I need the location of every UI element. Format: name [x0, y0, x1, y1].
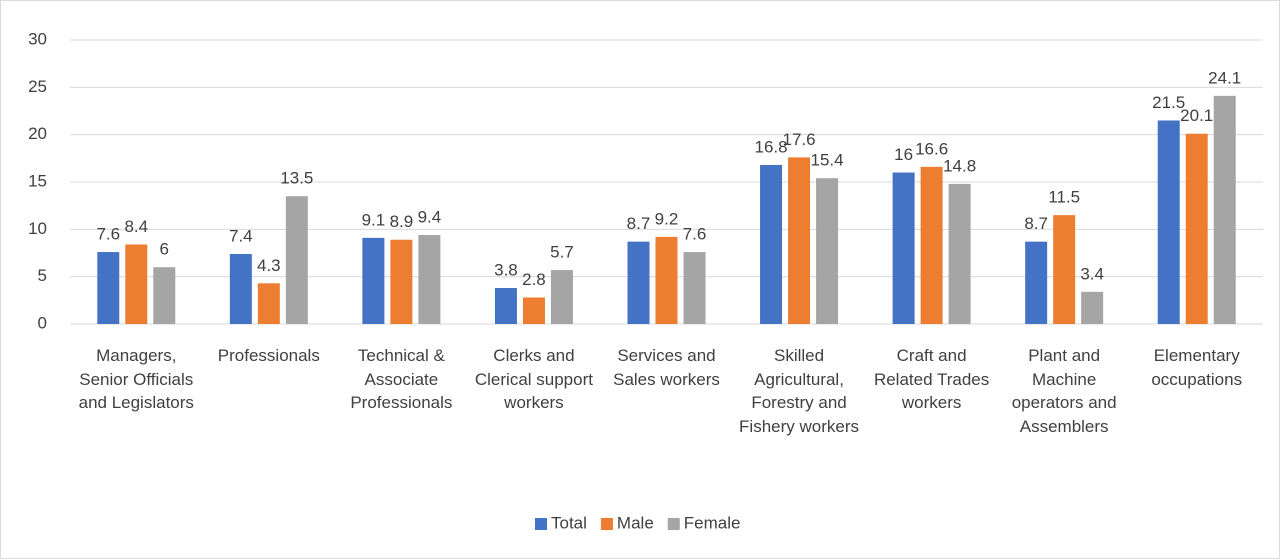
legend-label: Male	[617, 513, 654, 532]
y-tick-label: 15	[28, 171, 47, 190]
legend-label: Female	[684, 513, 741, 532]
data-label: 4.3	[257, 256, 281, 275]
data-label: 7.4	[229, 226, 253, 245]
data-label: 16.6	[915, 139, 948, 158]
bar	[1185, 133, 1208, 324]
y-tick-label: 25	[28, 77, 47, 96]
x-tick-label: Managers, Senior Officials and Legislato…	[78, 346, 194, 412]
x-tick-label: Services and Sales workers	[613, 346, 720, 389]
bar	[550, 270, 573, 324]
data-label: 14.8	[943, 156, 976, 175]
x-tick-label: Elementary occupations	[1151, 346, 1243, 389]
bar	[522, 297, 545, 324]
legend-label: Total	[551, 513, 587, 532]
y-tick-label: 0	[38, 313, 47, 332]
bar	[683, 252, 706, 324]
y-tick-label: 5	[38, 266, 47, 285]
data-label: 9.1	[362, 210, 386, 229]
bar	[760, 164, 783, 324]
bar	[788, 157, 811, 324]
data-label: 8.7	[1024, 214, 1048, 233]
data-label: 16.8	[755, 137, 788, 156]
bar	[1025, 241, 1048, 324]
x-tick-label: Technical & Associate Professionals	[350, 346, 453, 412]
legend-swatch	[600, 518, 613, 530]
data-label: 6	[160, 240, 169, 259]
data-label: 24.1	[1208, 68, 1241, 87]
bar	[627, 241, 650, 324]
data-label: 3.8	[494, 261, 518, 280]
data-label: 7.6	[96, 225, 120, 244]
bar	[362, 237, 385, 324]
bar	[97, 252, 120, 324]
legend-swatch	[535, 518, 547, 530]
data-label: 8.7	[627, 214, 651, 233]
data-label: 15.4	[811, 151, 844, 170]
data-label: 5.7	[550, 243, 574, 262]
data-label: 9.4	[418, 207, 442, 226]
data-label: 8.9	[390, 212, 414, 231]
bar	[1053, 215, 1076, 324]
data-label: 16	[894, 145, 913, 164]
bar	[494, 288, 517, 324]
bar	[285, 196, 308, 324]
bar	[390, 239, 413, 324]
x-tick-label: Skilled Agricultural, Forestry and Fishe…	[739, 346, 860, 436]
data-label: 9.2	[655, 209, 679, 228]
x-tick-label: Professionals	[217, 346, 320, 365]
bar	[1157, 120, 1180, 324]
bar	[816, 178, 839, 324]
bar	[655, 236, 678, 324]
data-label: 21.5	[1152, 93, 1185, 112]
data-label: 20.1	[1180, 106, 1213, 125]
legend-swatch	[667, 518, 680, 530]
y-tick-label: 10	[28, 219, 47, 238]
bar	[229, 253, 252, 324]
data-label: 7.6	[683, 225, 707, 244]
bar	[153, 267, 176, 324]
data-label: 8.4	[124, 217, 148, 236]
y-tick-label: 20	[28, 124, 47, 143]
bar	[418, 235, 441, 324]
data-label: 3.4	[1080, 264, 1104, 283]
x-tick-label: Craft and Related Trades workers	[873, 346, 990, 412]
bar	[892, 172, 915, 324]
bar	[920, 166, 943, 324]
y-tick-label: 30	[28, 29, 47, 48]
bar	[125, 244, 148, 324]
x-tick-label: Clerks and Clerical support workers	[474, 346, 593, 412]
x-tick-label: Plant and Machine operators and Assemble…	[1011, 346, 1117, 436]
bar	[1213, 95, 1236, 324]
data-label: 13.5	[280, 169, 313, 188]
bar	[1081, 291, 1104, 324]
bar	[948, 183, 971, 324]
bar	[257, 283, 280, 324]
data-label: 11.5	[1048, 188, 1080, 207]
data-label: 17.6	[783, 130, 816, 149]
data-label: 2.8	[522, 270, 546, 289]
